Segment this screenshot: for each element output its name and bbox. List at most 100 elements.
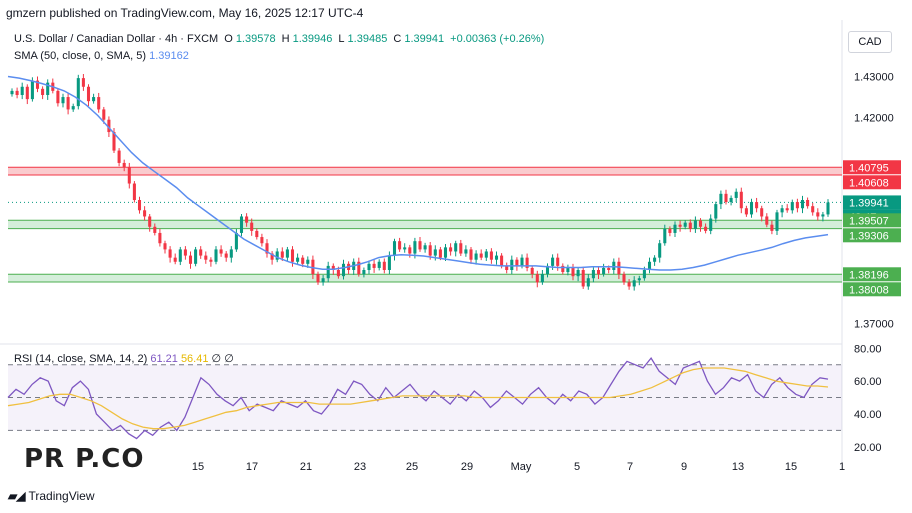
candle <box>265 239 269 258</box>
candle <box>505 262 509 274</box>
candle <box>510 255 514 275</box>
rsi-series-sma <box>7 367 829 430</box>
open-label: O <box>224 33 233 45</box>
candle <box>41 86 45 100</box>
candle-body <box>122 162 126 168</box>
candle-body <box>627 282 631 287</box>
candle <box>698 218 703 232</box>
time-tick-label: 7 <box>627 461 633 473</box>
candle-body <box>66 97 70 110</box>
candle-body <box>535 274 539 283</box>
candle <box>724 189 728 205</box>
candle <box>377 259 381 271</box>
time-tick-label: 9 <box>681 461 687 473</box>
candle-body <box>326 265 330 279</box>
candle-body <box>469 249 473 260</box>
candle-body <box>316 274 320 283</box>
candle <box>535 270 539 288</box>
candle-body <box>540 274 544 283</box>
candle-body <box>500 255 504 266</box>
candle <box>25 84 29 105</box>
candle <box>71 103 75 112</box>
candle <box>576 267 580 282</box>
candle-body <box>653 257 657 262</box>
candle-body <box>821 214 825 217</box>
currency-button[interactable]: CAD <box>848 31 892 53</box>
candle <box>800 195 805 214</box>
candle-body <box>20 86 24 95</box>
candle-body <box>41 88 45 95</box>
sma-legend[interactable]: SMA (50, close, 0, SMA, 5) 1.39162 <box>14 50 189 62</box>
candle-body <box>387 255 391 270</box>
candle-body <box>173 257 177 262</box>
candle-body <box>765 216 769 225</box>
candle <box>729 195 733 206</box>
rsi-tick-label: 20.00 <box>854 442 882 454</box>
candle-body <box>260 237 264 244</box>
candle <box>811 202 815 216</box>
candle <box>403 243 407 253</box>
candle-body <box>622 274 626 283</box>
candle <box>464 245 468 257</box>
candle <box>719 190 723 210</box>
candle <box>46 79 50 100</box>
candle <box>704 223 708 234</box>
candle-body <box>56 90 60 104</box>
candle-body <box>658 243 662 258</box>
candle-body <box>586 278 590 287</box>
price-tag-bg <box>843 195 901 210</box>
candle <box>561 263 565 275</box>
rsi-legend[interactable]: RSI (14, close, SMA, 14, 2) 61.21 56.41 … <box>14 352 234 365</box>
candle <box>158 228 162 247</box>
candle-body <box>97 97 101 110</box>
candle <box>296 253 300 265</box>
candle-body <box>663 228 667 244</box>
candle <box>316 271 320 285</box>
candle-body <box>199 249 203 256</box>
candle-body <box>551 257 555 266</box>
candle <box>734 188 738 203</box>
candle <box>581 266 585 289</box>
candle-body <box>204 255 208 260</box>
candle-body <box>234 232 238 250</box>
candle-body <box>239 216 244 233</box>
candle <box>443 244 448 261</box>
candle <box>137 196 142 214</box>
candle-body <box>714 204 718 219</box>
time-tick-label: May <box>511 461 532 473</box>
candle-body <box>454 243 458 252</box>
price-tick-label: 1.37000 <box>854 319 894 331</box>
time-tick-label: 29 <box>461 461 473 473</box>
candle-body <box>719 193 723 205</box>
footer-brand: TradingView <box>28 489 95 503</box>
candle-body <box>515 259 519 266</box>
price-tick-label: 1.43000 <box>854 71 894 83</box>
candle <box>194 246 198 267</box>
candle-body <box>642 270 646 279</box>
candle-body <box>418 241 422 250</box>
candle-body <box>734 191 738 198</box>
candle-body <box>127 167 131 184</box>
candle <box>275 248 279 263</box>
candle-body <box>566 267 570 273</box>
candle-body <box>744 208 748 215</box>
candle <box>163 240 167 254</box>
candle <box>219 245 223 257</box>
low-label: L <box>338 33 345 45</box>
candle <box>780 204 784 218</box>
candle <box>790 199 794 214</box>
candle-body <box>280 251 284 258</box>
candle-body <box>265 243 269 254</box>
candle-body <box>301 257 305 264</box>
candle <box>362 267 366 278</box>
zone-support-1 <box>8 220 842 229</box>
candle-body <box>617 261 621 275</box>
candle <box>449 243 453 256</box>
symbol-legend: U.S. Dollar / Canadian Dollar · 4h · FXC… <box>14 33 547 45</box>
candle <box>749 198 754 218</box>
candle <box>56 88 60 107</box>
low-value: 1.39485 <box>347 33 388 45</box>
candle-body <box>581 270 585 287</box>
candle <box>770 220 774 235</box>
